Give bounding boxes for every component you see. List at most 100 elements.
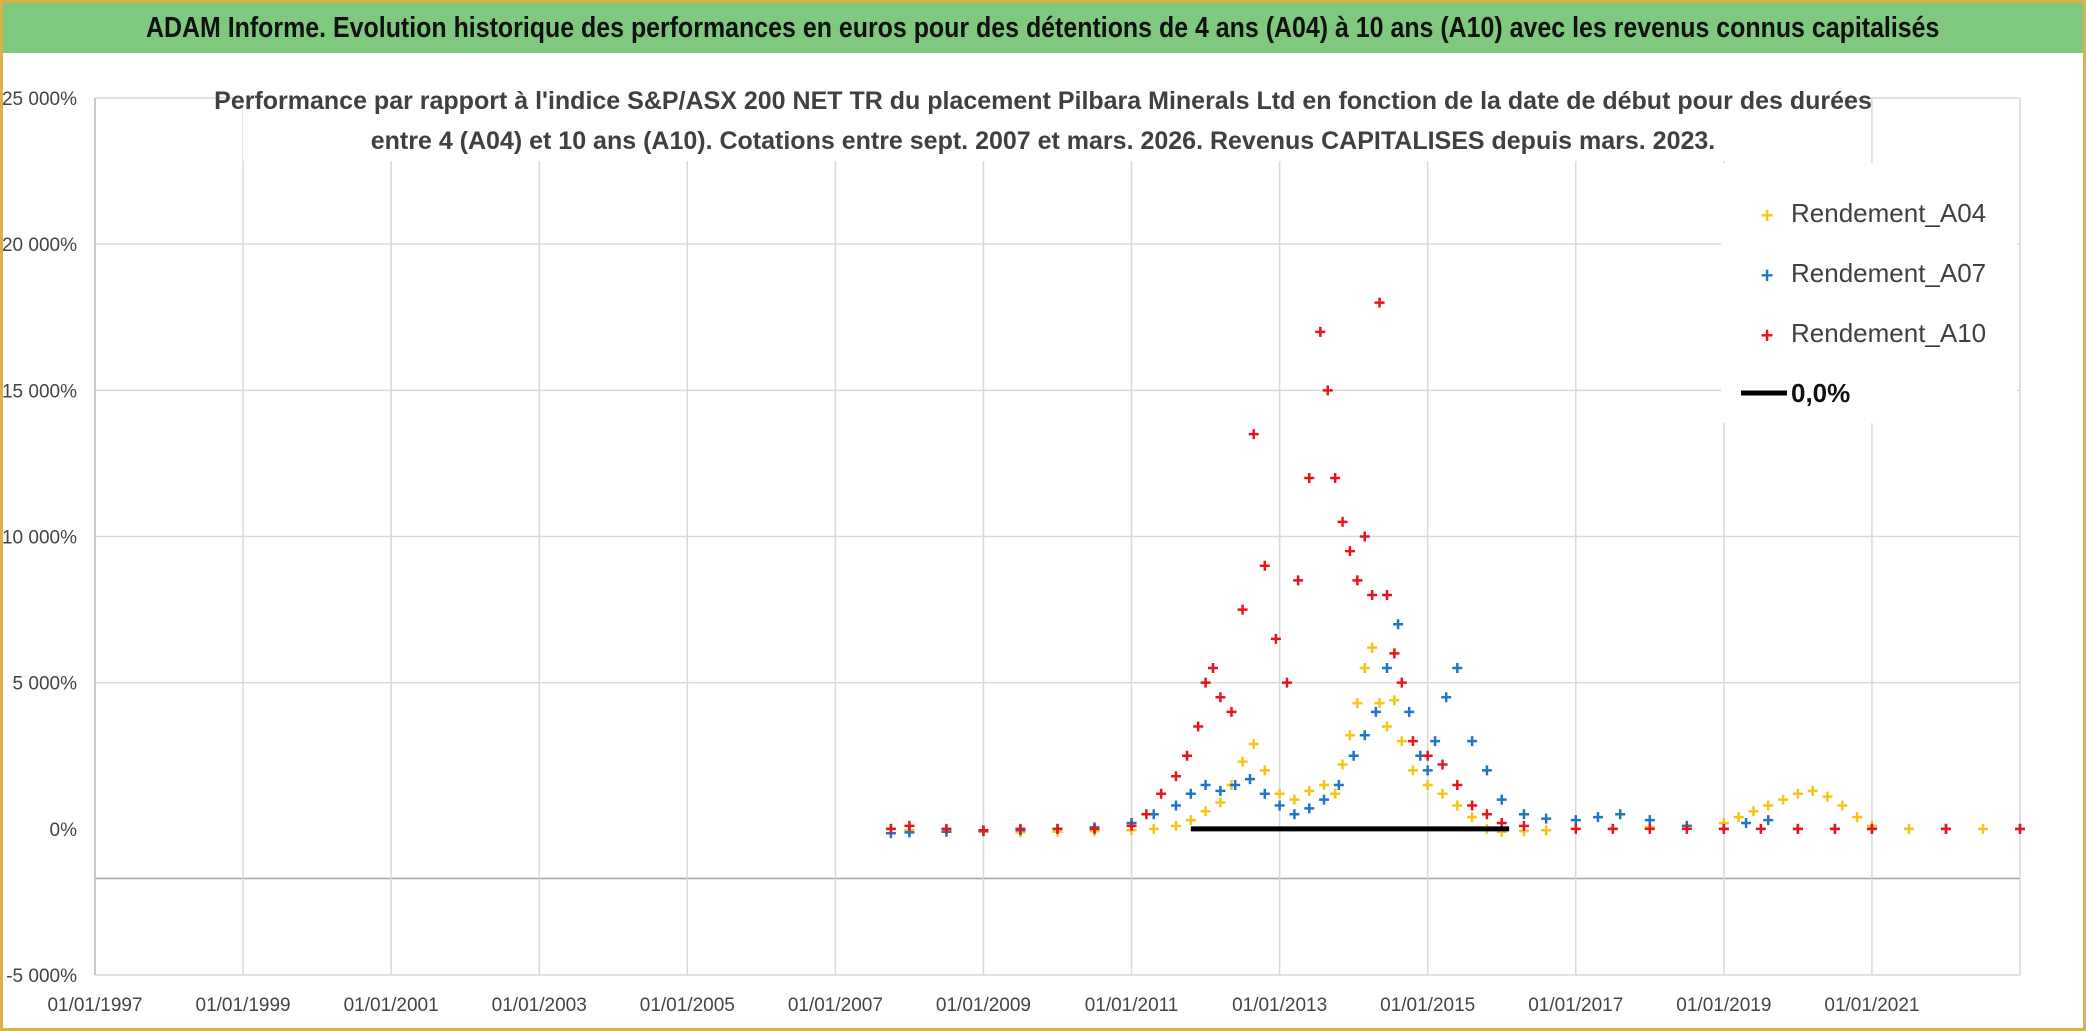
data-point (1015, 823, 1026, 834)
data-point (1422, 779, 1433, 790)
data-point (1389, 695, 1400, 706)
data-point (1481, 809, 1492, 820)
data-point (1792, 788, 1803, 799)
data-point (1215, 785, 1226, 796)
data-point (1200, 779, 1211, 790)
x-tick-label: 01/01/2017 (1528, 995, 1623, 1016)
data-point (1185, 815, 1196, 826)
data-point (1348, 750, 1359, 761)
data-point (1822, 791, 1833, 802)
data-point (1518, 809, 1529, 820)
legend-item-a04: + Rendement_A04 (1761, 198, 1987, 228)
data-point (1837, 800, 1848, 811)
data-point (1607, 823, 1618, 834)
data-point (1452, 663, 1463, 674)
data-point (1052, 823, 1063, 834)
data-point (1437, 788, 1448, 799)
data-point (1333, 779, 1344, 790)
data-point (1829, 823, 1840, 834)
data-point (1541, 825, 1552, 836)
data-point (1374, 297, 1385, 308)
legend-marker-a10: + (1761, 323, 1774, 348)
y-tick-label: -5 000% (6, 966, 77, 987)
data-point (1185, 788, 1196, 799)
data-point (1615, 809, 1626, 820)
data-point (1259, 765, 1270, 776)
legend-item-zero: 0,0% (1741, 378, 1850, 408)
data-point (1126, 820, 1137, 831)
legend-label-a07: Rendement_A07 (1791, 258, 1986, 288)
x-tick-label: 01/01/2019 (1676, 995, 1771, 1016)
x-tick-label: 01/01/1997 (47, 995, 142, 1016)
data-point (1337, 516, 1348, 527)
series-rendement_a04 (885, 642, 2025, 838)
x-tick-label: 01/01/2005 (640, 995, 735, 1016)
legend-marker-a04: + (1761, 203, 1774, 228)
legend-item-a10: + Rendement_A10 (1761, 318, 1987, 348)
data-point (1215, 692, 1226, 703)
data-point (1393, 619, 1404, 630)
legend-marker-a07: + (1761, 263, 1774, 288)
data-point (1245, 774, 1255, 785)
data-point (1330, 788, 1341, 799)
x-tick-label: 01/01/2013 (1232, 995, 1327, 1016)
x-tick-label: 01/01/2001 (344, 995, 439, 1016)
data-point (1304, 785, 1315, 796)
data-point (1467, 800, 1478, 811)
data-point (1170, 800, 1181, 811)
data-point (1592, 812, 1603, 823)
data-point (1518, 820, 1529, 831)
data-point (1467, 812, 1478, 823)
data-point (1496, 794, 1507, 805)
data-point (1230, 779, 1241, 790)
data-point (1404, 706, 1415, 717)
data-point (1852, 812, 1863, 823)
data-point (1422, 750, 1433, 761)
data-point (1422, 765, 1433, 776)
data-point (1337, 759, 1348, 770)
data-point (1274, 800, 1285, 811)
legend-label-a10: Rendement_A10 (1791, 318, 1986, 348)
data-point (1741, 817, 1752, 828)
data-point (1274, 788, 1285, 799)
x-tick-label: 01/01/2011 (1085, 995, 1179, 1016)
y-tick-label: 25 000% (3, 89, 77, 110)
y-tick-label: 15 000% (3, 381, 77, 402)
data-point (978, 825, 989, 836)
legend-background (1721, 163, 2017, 423)
data-point (1381, 721, 1392, 732)
data-point (1977, 823, 1988, 834)
data-point (885, 823, 896, 834)
data-point (1344, 730, 1355, 741)
x-axis: 01/01/1997 01/01/1999 01/01/2001 01/01/2003… (47, 995, 1919, 1016)
data-point (1200, 806, 1211, 817)
data-point (1270, 633, 1281, 644)
data-point (1481, 765, 1492, 776)
header-band: ADAM Informe. Evolution historique des p… (3, 3, 2083, 53)
chart-title-line-1: Performance par rapport à l'indice S&P/A… (214, 87, 1872, 115)
data-point (1430, 736, 1441, 747)
data-point (1193, 721, 1204, 732)
data-point (1207, 663, 1218, 674)
data-point (1437, 759, 1448, 770)
data-point (1452, 800, 1463, 811)
data-point (1237, 604, 1248, 615)
data-point (1644, 815, 1655, 826)
legend-label-a04: Rendement_A04 (1791, 198, 1986, 228)
data-point (1322, 385, 1333, 396)
header-title: ADAM Informe. Evolution historique des p… (146, 11, 1940, 44)
data-point (1215, 797, 1226, 808)
series-rendement_a10 (885, 297, 2025, 836)
data-point (1141, 809, 1152, 820)
x-tick-label: 01/01/1999 (196, 995, 291, 1016)
data-point (1570, 823, 1581, 834)
data-point (1156, 788, 1167, 799)
data-point (941, 823, 952, 834)
chart-points (885, 297, 2025, 839)
data-point (1644, 823, 1655, 834)
data-point (1319, 794, 1330, 805)
data-point (1681, 823, 1692, 834)
legend-label-zero: 0,0% (1791, 378, 1850, 408)
data-point (1866, 823, 1877, 834)
